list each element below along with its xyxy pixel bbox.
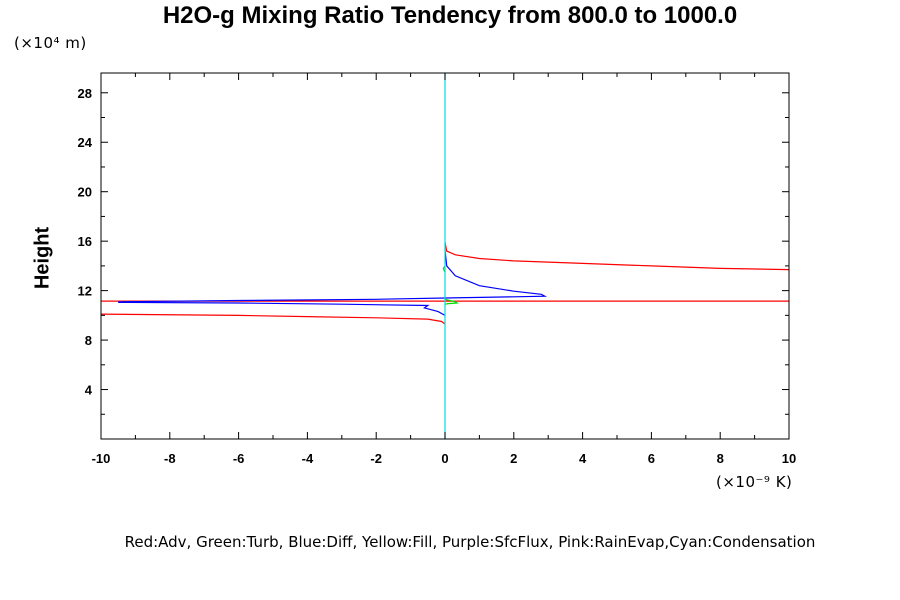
series-line-adv	[100, 313, 446, 325]
series-line-diff	[118, 249, 548, 303]
x-tick-label: -8	[164, 451, 176, 466]
y-tick-label: 24	[78, 135, 93, 150]
y-tick-label: 4	[85, 383, 93, 398]
series-layer	[100, 73, 790, 439]
y-tick-label: 20	[78, 185, 92, 200]
x-tick-label: -6	[233, 451, 245, 466]
series-line-turb	[444, 298, 459, 305]
x-tick-label: 4	[579, 451, 587, 466]
chart-title: H2O-g Mixing Ratio Tendency from 800.0 t…	[162, 2, 738, 29]
y-tick-label: 16	[78, 234, 92, 249]
x-tick-label: 0	[441, 451, 448, 466]
y-tick-label: 28	[78, 86, 92, 101]
x-tick-label: -4	[302, 451, 314, 466]
series-line-adv	[444, 242, 790, 271]
y-tick-label: 8	[85, 333, 92, 348]
x-tick-label: 10	[782, 451, 796, 466]
x-tick-label: -10	[92, 451, 111, 466]
x-tick-label: 2	[510, 451, 517, 466]
y-tick-label: 12	[78, 284, 92, 299]
x-tick-label: -2	[370, 451, 382, 466]
x-tick-label: 8	[717, 451, 724, 466]
x-tick-label: 6	[648, 451, 655, 466]
legend-text: Red:Adv, Green:Turb, Blue:Diff, Yellow:F…	[124, 533, 816, 551]
y-axis-unit-label: (×10⁴ m)	[14, 34, 87, 52]
series-line-diff	[118, 301, 446, 316]
x-axis-unit-label: (×10⁻⁹ K)	[716, 473, 793, 491]
